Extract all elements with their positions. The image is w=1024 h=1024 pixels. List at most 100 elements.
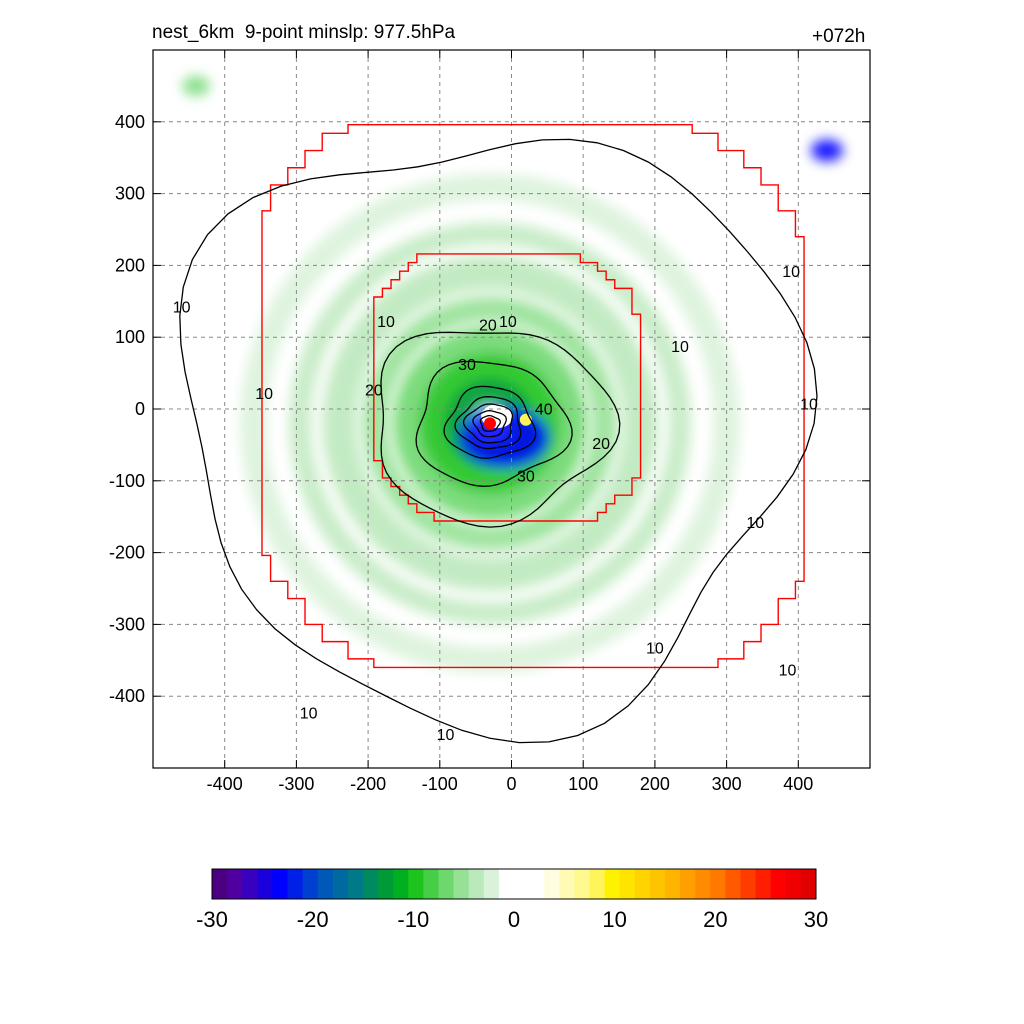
colorbar: -30 -20 -10 0 10 20 30 <box>196 868 828 932</box>
colorbar-swatch-20 <box>514 869 530 899</box>
colorbar-swatch-11 <box>378 869 394 899</box>
contour-30 <box>415 360 573 487</box>
shaded-band-1 <box>288 222 691 625</box>
colorbar-swatch-2 <box>242 869 258 899</box>
colorbar-swatch-25 <box>589 869 606 899</box>
contour-10 <box>179 138 818 744</box>
boundary-inner <box>373 253 642 522</box>
contour-40 <box>443 385 537 459</box>
colorbar-swatch-15 <box>438 869 455 899</box>
x-tick-label-3: -100 <box>422 774 458 794</box>
colorbar-swatch-14 <box>423 869 439 899</box>
contour-label-16: 30 <box>517 468 535 485</box>
shaded-band-4 <box>393 326 587 520</box>
contour-label-6: 10 <box>800 397 818 414</box>
x-tick-label-5: 100 <box>568 774 598 794</box>
contour-label-8: 10 <box>646 641 664 658</box>
colorbar-swatch-8 <box>332 869 349 899</box>
colorbar-swatch-18 <box>483 869 500 899</box>
y-tick-label-0: 400 <box>115 112 145 132</box>
shaded-band-0 <box>240 173 740 673</box>
colorbar-tick-label-6: 30 <box>804 907 828 932</box>
shaded-blob-ne <box>810 139 843 162</box>
colorbar-swatch-17 <box>468 869 485 899</box>
colorbar-swatch-35 <box>740 869 757 899</box>
colorbar-frame <box>211 868 817 900</box>
x-tick-label-0: -400 <box>207 774 243 794</box>
x-tick-label-2: -200 <box>350 774 386 794</box>
x-tick-label-8: 400 <box>783 774 813 794</box>
colorbar-swatch-4 <box>272 869 288 899</box>
contour-label-7: 10 <box>746 515 764 532</box>
colorbar-tick-label-3: 0 <box>508 907 520 932</box>
colorbar-swatch-5 <box>287 869 304 899</box>
colorbar-swatch-34 <box>725 869 741 899</box>
chart-title: nest_6km 9-point minslp: 977.5hPa <box>152 22 456 43</box>
colorbar-tick-label-5: 20 <box>703 907 727 932</box>
nest-boundaries <box>261 123 805 669</box>
colorbar-swatch-31 <box>680 869 696 899</box>
contour-label-17: 40 <box>535 402 553 419</box>
contour-inner-2 <box>462 403 514 444</box>
contour-20 <box>380 331 621 528</box>
y-tick-label-7: -300 <box>109 614 145 634</box>
contour-label-5: 10 <box>173 300 191 317</box>
colorbar-tick-label-0: -30 <box>196 907 228 932</box>
colorbar-swatch-29 <box>649 869 666 899</box>
contour-label-11: 10 <box>437 727 455 744</box>
colorbar-swatch-33 <box>710 869 726 899</box>
contour-label-2: 10 <box>671 339 689 356</box>
contour-label-14: 20 <box>592 436 610 453</box>
colorbar-swatch-6 <box>302 869 319 899</box>
shaded-blob-nw <box>182 75 211 96</box>
contour-label-15: 30 <box>458 357 476 374</box>
y-tick-label-3: 100 <box>115 327 145 347</box>
contour-lines <box>179 138 818 744</box>
colorbar-swatch-13 <box>408 869 424 899</box>
contour-label-13: 20 <box>365 382 383 399</box>
y-tick-label-2: 200 <box>115 255 145 275</box>
x-tick-label-7: 300 <box>712 774 742 794</box>
y-tick-label-1: 300 <box>115 184 145 204</box>
colorbar-swatch-0 <box>212 869 228 899</box>
colorbar-swatch-32 <box>695 869 711 899</box>
contour-label-0: 10 <box>377 314 395 331</box>
colorbar-swatch-37 <box>770 869 787 899</box>
colorbar-swatch-10 <box>363 869 379 899</box>
colorbar-swatch-24 <box>574 869 590 899</box>
y-tick-label-8: -400 <box>109 686 145 706</box>
x-tick-label-4: 0 <box>506 774 516 794</box>
colorbar-swatch-3 <box>257 869 273 899</box>
y-tick-label-6: -200 <box>109 543 145 563</box>
axis-ticks: -400 -300 -200 -100 0 100 200 300 40040030020010… <box>109 50 870 794</box>
shaded-band-3 <box>363 296 617 551</box>
colorbar-swatch-30 <box>665 869 681 899</box>
colorbar-swatch-16 <box>453 869 470 899</box>
colorbar-swatch-19 <box>498 869 515 899</box>
contour-inner-1 <box>454 396 522 450</box>
colorbar-swatch-38 <box>785 869 802 899</box>
colorbar-swatch-26 <box>604 869 621 899</box>
colorbar-swatch-27 <box>619 869 636 899</box>
colorbar-tick-label-1: -20 <box>297 907 329 932</box>
colorbar-swatch-39 <box>800 869 817 899</box>
contour-label-4: 10 <box>782 264 800 281</box>
colorbar-swatch-28 <box>634 869 651 899</box>
contour-label-10: 10 <box>300 705 318 722</box>
contour-inner-3 <box>472 410 507 438</box>
x-tick-label-6: 200 <box>640 774 670 794</box>
y-tick-label-5: -100 <box>109 471 145 491</box>
colorbar-swatch-22 <box>544 869 560 899</box>
contour-inner-4 <box>479 414 501 432</box>
contour-label-9: 10 <box>779 662 797 679</box>
x-tick-label-1: -300 <box>278 774 314 794</box>
colorbar-swatch-9 <box>347 869 364 899</box>
colorbar-swatch-1 <box>227 869 243 899</box>
storm-center-marker <box>483 417 496 430</box>
colorbar-tick-label-4: 10 <box>602 907 626 932</box>
y-tick-label-4: 0 <box>135 399 145 419</box>
forecast-hour: +072h <box>812 26 866 47</box>
colorbar-swatch-21 <box>529 869 545 899</box>
